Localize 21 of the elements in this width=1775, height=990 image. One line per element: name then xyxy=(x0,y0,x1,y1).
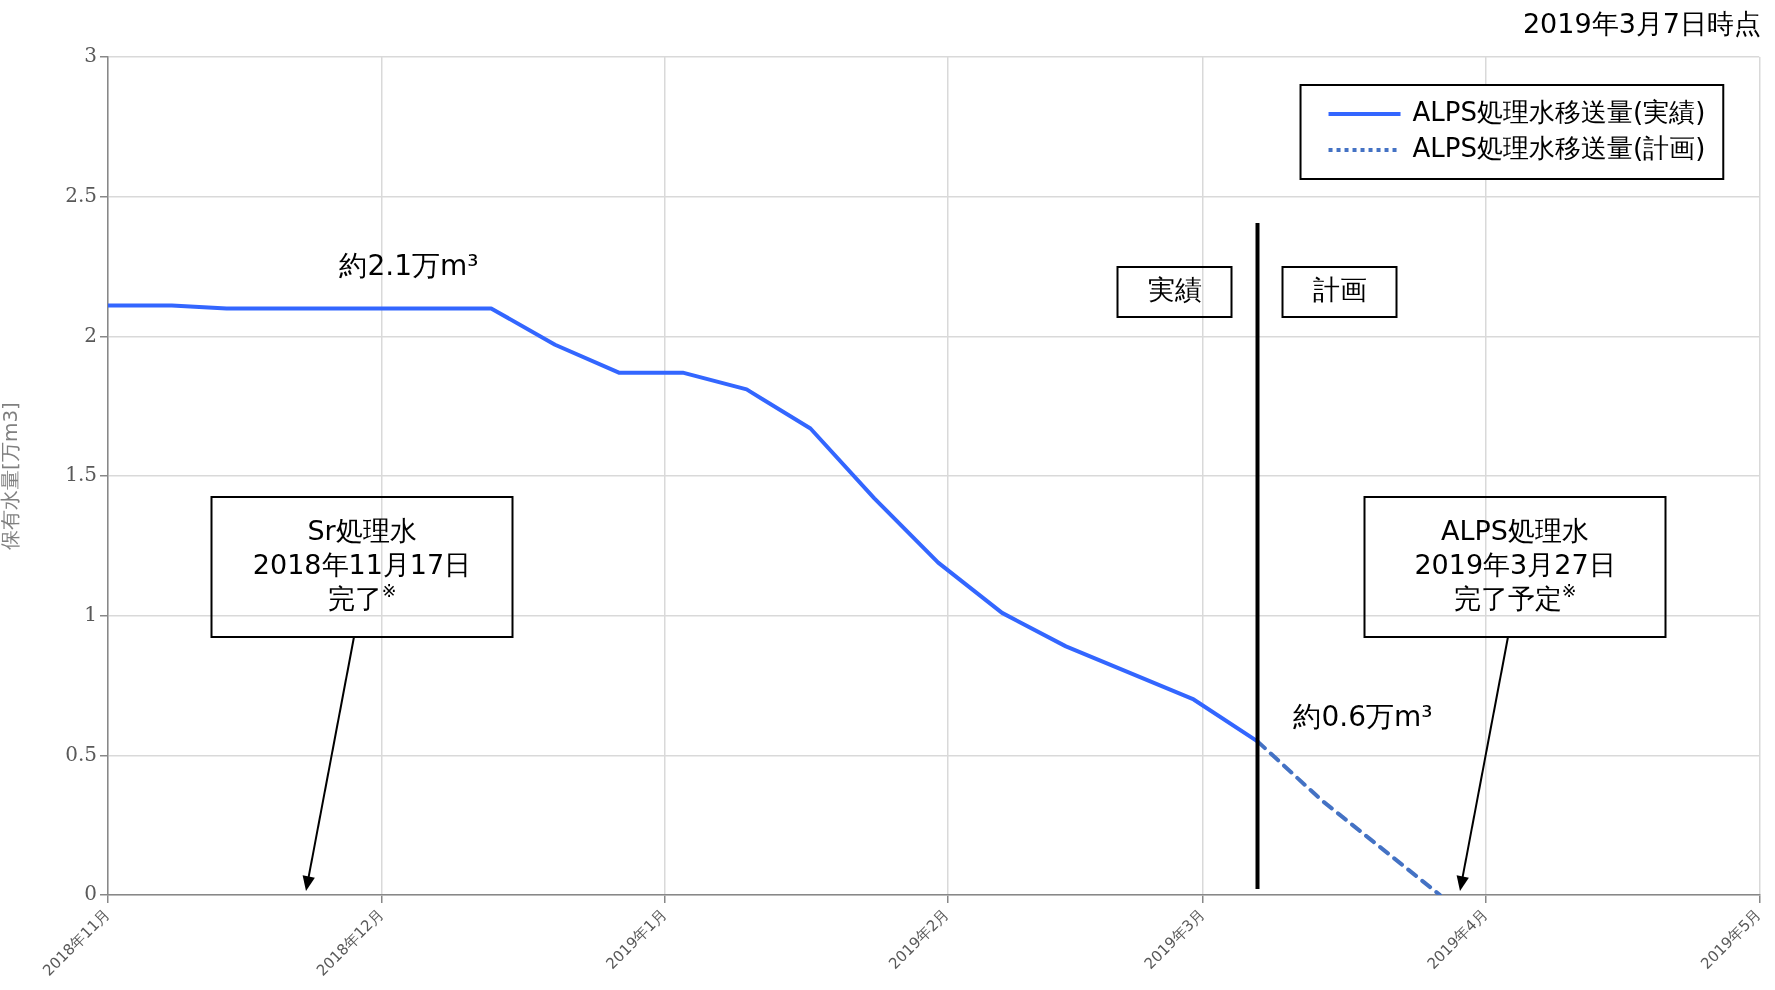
annotation: Sr処理水 xyxy=(307,515,417,547)
y-tick-label: 0.5 xyxy=(65,741,97,766)
chart-subtitle: 2019年3月7日時点 xyxy=(1522,8,1762,40)
annotation: 完了予定※ xyxy=(1453,581,1577,615)
y-tick-label: 3 xyxy=(84,43,97,68)
y-tick-label: 1.5 xyxy=(65,462,97,487)
y-axis-title: 保有水量[万m3] xyxy=(0,402,23,550)
y-tick-label: 0 xyxy=(84,881,97,906)
annotation: 2019年3月27日 xyxy=(1414,549,1616,581)
annotation: 実績 xyxy=(1147,274,1202,306)
legend-label: ALPS処理水移送量(実績) xyxy=(1412,96,1706,127)
annotation: 約2.1万m³ xyxy=(339,249,479,283)
annotation: ALPS処理水 xyxy=(1441,515,1589,547)
y-tick-label: 2 xyxy=(84,322,97,347)
y-tick-label: 2.5 xyxy=(65,182,97,207)
annotation: 計画 xyxy=(1312,274,1367,306)
y-tick-label: 1 xyxy=(84,601,97,626)
annotation: 2018年11月17日 xyxy=(252,549,472,581)
annotation: 完了※ xyxy=(327,581,397,615)
legend-label: ALPS処理水移送量(計画) xyxy=(1412,132,1706,163)
annotation: 約0.6万m³ xyxy=(1293,700,1433,734)
